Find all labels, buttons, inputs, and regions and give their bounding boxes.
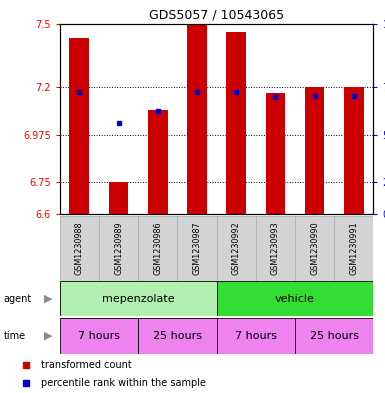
Bar: [187, 24, 207, 214]
Title: GDS5057 / 10543065: GDS5057 / 10543065: [149, 8, 284, 21]
Bar: [295, 318, 373, 354]
Bar: [256, 216, 295, 281]
Bar: [60, 216, 99, 281]
Bar: [216, 281, 373, 316]
Text: GSM1230992: GSM1230992: [232, 222, 241, 275]
Bar: [216, 318, 295, 354]
Text: GSM1230988: GSM1230988: [75, 222, 84, 275]
Bar: [266, 94, 285, 214]
Text: vehicle: vehicle: [275, 294, 315, 304]
Text: agent: agent: [4, 294, 32, 304]
Bar: [69, 39, 89, 214]
Bar: [138, 216, 177, 281]
Bar: [305, 87, 325, 214]
Bar: [334, 216, 373, 281]
Text: 25 hours: 25 hours: [310, 331, 359, 341]
Text: GSM1230989: GSM1230989: [114, 222, 123, 275]
Text: GSM1230986: GSM1230986: [153, 222, 162, 275]
Text: GSM1230990: GSM1230990: [310, 222, 319, 275]
Bar: [138, 318, 216, 354]
Bar: [148, 110, 167, 214]
Bar: [177, 216, 216, 281]
Bar: [226, 32, 246, 214]
Text: ▶: ▶: [44, 294, 52, 304]
Text: ▶: ▶: [44, 331, 52, 341]
Bar: [295, 216, 334, 281]
Text: GSM1230991: GSM1230991: [349, 222, 358, 275]
Text: 7 hours: 7 hours: [78, 331, 120, 341]
Bar: [109, 182, 128, 214]
Bar: [344, 87, 364, 214]
Bar: [60, 318, 138, 354]
Text: GSM1230993: GSM1230993: [271, 222, 280, 275]
Text: GSM1230987: GSM1230987: [192, 222, 201, 275]
Text: mepenzolate: mepenzolate: [102, 294, 174, 304]
Text: 7 hours: 7 hours: [235, 331, 277, 341]
Text: transformed count: transformed count: [40, 360, 131, 371]
Text: time: time: [4, 331, 26, 341]
Bar: [216, 216, 256, 281]
Bar: [60, 281, 216, 316]
Text: 25 hours: 25 hours: [153, 331, 202, 341]
Text: percentile rank within the sample: percentile rank within the sample: [40, 378, 206, 388]
Bar: [99, 216, 138, 281]
